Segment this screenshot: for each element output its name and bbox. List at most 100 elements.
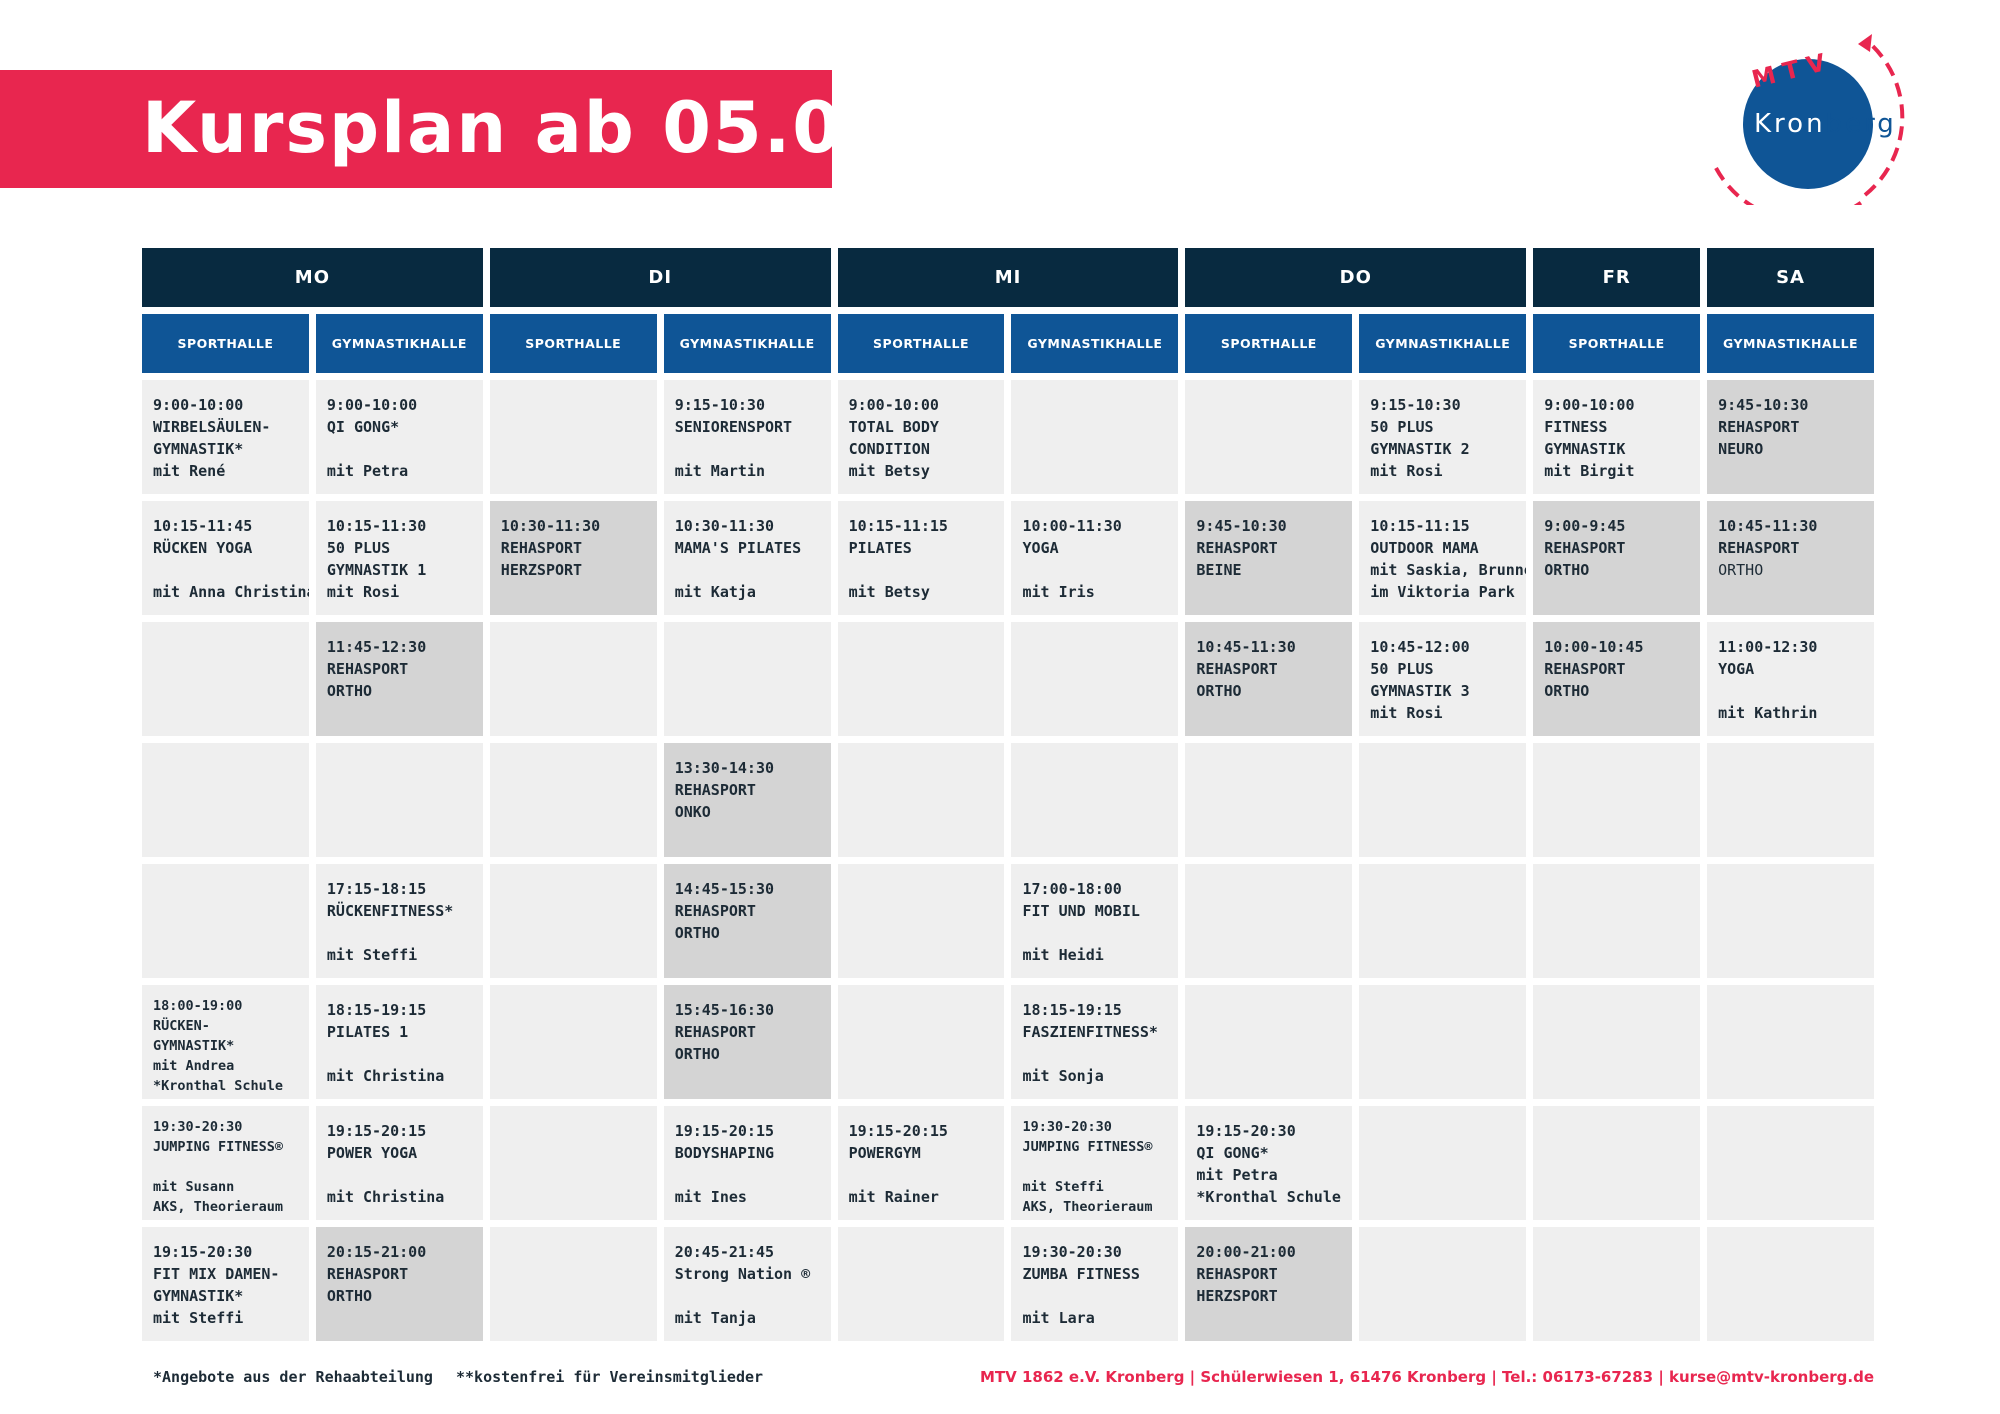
course-cell: 20:00-21:00 REHASPORT HERZSPORT — [1185, 1227, 1353, 1341]
course-cell: 13:30-14:30 REHASPORT ONKO — [663, 743, 831, 857]
course-line — [1022, 559, 1178, 581]
course-cell: 9:15-10:30 50 PLUS GYMNASTIK 2 mit Rosi — [1359, 380, 1527, 494]
course-line — [153, 1157, 309, 1177]
course-schedule-table: MO DI MI DO FR SA SPORTHALLE GYMNASTIKHALLE SPOR… — [142, 248, 1874, 1341]
course-line: mit Christina — [326, 1188, 445, 1206]
empty-cell — [663, 622, 831, 736]
course-cell: 9:45-10:30 REHASPORT BEINE — [1185, 501, 1353, 615]
course-line: 50 PLUS — [1370, 660, 1434, 678]
course-line: 11:45-12:30 — [326, 638, 427, 656]
course-line: 13:30-14:30 — [674, 759, 775, 777]
course-line: 19:30-20:30 — [1022, 1119, 1112, 1135]
empty-cell — [489, 1106, 657, 1220]
course-line: 20:15-21:00 — [326, 1243, 427, 1261]
course-line: RÜCKENFITNESS* — [326, 902, 454, 920]
course-line: 18:15-19:15 — [326, 1001, 427, 1019]
course-line: 20:45-21:45 — [674, 1243, 775, 1261]
course-cell: 18:00-19:00 RÜCKEN- GYMNASTIK* mit Andrea *K… — [142, 985, 309, 1099]
course-line: 19:15-20:15 — [848, 1122, 948, 1140]
course-line: GYMNASTIK* — [153, 1038, 235, 1054]
course-cell: 10:15-11:15 OUTDOOR MAMA mit Saskia, Brunn… — [1359, 501, 1527, 615]
course-line — [327, 438, 483, 460]
course-line: FITNESS — [1544, 418, 1608, 436]
footnote-reha: *Angebote aus der Rehaabteilung — [153, 1368, 433, 1386]
course-cell: 9:15-10:30 SENIORENSPORT mit Martin — [663, 380, 831, 494]
day-header-di: DI — [489, 248, 831, 307]
course-line: REHASPORT — [674, 1023, 756, 1041]
course-line: 10:45-12:00 — [1370, 638, 1470, 656]
empty-cell — [1707, 743, 1874, 857]
empty-cell — [1533, 1227, 1701, 1341]
course-line: POWERGYM — [848, 1144, 921, 1162]
course-line: FASZIENFITNESS* — [1022, 1023, 1158, 1041]
course-line: 9:15-10:30 — [1370, 396, 1461, 414]
course-line: 50 PLUS — [326, 539, 391, 557]
course-cell: 9:00-10:00 WIRBELSÄULEN- GYMNASTIK* mit Ren… — [142, 380, 309, 494]
course-line: mit Sonja — [1022, 1067, 1104, 1085]
course-line: REHASPORT — [674, 902, 756, 920]
course-cell: 10:30-11:30 REHASPORT HERZSPORT — [489, 501, 657, 615]
course-line: 9:00-10:00 — [1544, 396, 1635, 414]
empty-cell — [1185, 380, 1353, 494]
course-line: mit Rosi — [326, 583, 400, 601]
course-line: mit Steffi — [1022, 1179, 1104, 1195]
course-line — [675, 559, 831, 581]
course-line — [675, 438, 831, 460]
course-line — [1022, 1285, 1178, 1307]
empty-cell — [1359, 864, 1527, 978]
empty-cell — [142, 622, 309, 736]
course-line — [327, 1164, 483, 1186]
course-line: mit Tanja — [674, 1309, 756, 1327]
course-line: ORTHO — [674, 1045, 720, 1063]
course-line: 18:15-19:15 — [1022, 1001, 1122, 1019]
course-line: REHASPORT — [1544, 660, 1626, 678]
course-line: POWER YOGA — [326, 1144, 418, 1162]
course-line: QI GONG* — [326, 418, 400, 436]
course-line: 19:15-20:15 — [326, 1122, 427, 1140]
course-line: 9:00-10:00 — [326, 396, 418, 414]
course-line: BEINE — [1196, 561, 1242, 579]
course-line: SENIORENSPORT — [674, 418, 793, 436]
empty-cell — [489, 864, 657, 978]
course-line: HERZSPORT — [1196, 1287, 1278, 1305]
empty-cell — [837, 1227, 1005, 1341]
course-line: ORTHO — [326, 682, 373, 700]
course-cell: 19:30-20:30 ZUMBA FITNESS mit Lara — [1011, 1227, 1179, 1341]
empty-cell — [1185, 743, 1353, 857]
course-line: GYMNASTIK 1 — [326, 561, 427, 579]
course-cell: 20:45-21:45 Strong Nation ® mit Tanja — [663, 1227, 831, 1341]
empty-cell — [1707, 1227, 1874, 1341]
course-line: GYMNASTIK 2 — [1370, 440, 1470, 458]
footnote-free: **kostenfrei für Vereinsmitglieder — [456, 1368, 764, 1386]
logo-name-b: berg — [1826, 109, 1897, 139]
course-line — [1022, 1157, 1178, 1177]
course-line: REHASPORT — [326, 660, 409, 678]
course-line: GYMNASTIK — [1544, 440, 1626, 458]
course-line: AKS, Theorieraum — [153, 1199, 284, 1215]
svg-text:Kronberg: Kronberg — [1754, 109, 1897, 139]
course-cell: 19:15-20:30 FIT MIX DAMEN- GYMNASTIK* mit S… — [142, 1227, 309, 1341]
course-cell: 9:00-10:00 QI GONG* mit Petra — [315, 380, 483, 494]
course-line: mit Steffi — [326, 946, 418, 964]
course-line: mit Ines — [674, 1188, 747, 1206]
course-line: 10:30-11:30 — [500, 517, 601, 535]
hall-header: GYMNASTIKHALLE — [1011, 314, 1179, 373]
course-cell: 9:00-10:00 FITNESS GYMNASTIK mit Birgit — [1533, 380, 1701, 494]
course-line: mit Saskia, Brunnen — [1370, 561, 1527, 579]
course-cell: 10:00-10:45 REHASPORT ORTHO — [1533, 622, 1701, 736]
course-line: mit Martin — [674, 462, 765, 480]
course-line: NEURO — [1718, 440, 1764, 458]
empty-cell — [1185, 985, 1353, 1099]
course-cell: 15:45-16:30 REHASPORT ORTHO — [663, 985, 831, 1099]
course-line: mit Lara — [1022, 1309, 1095, 1327]
hall-header: GYMNASTIKHALLE — [1359, 314, 1527, 373]
course-line: ORTHO — [1196, 682, 1242, 700]
course-line: 19:30-20:30 — [153, 1119, 243, 1135]
course-cell: 19:15-20:15 BODYSHAPING mit Ines — [663, 1106, 831, 1220]
course-line: QI GONG* — [1196, 1144, 1269, 1162]
empty-cell — [142, 743, 309, 857]
empty-cell — [1533, 1106, 1701, 1220]
course-line — [1718, 680, 1874, 702]
course-line: mit Rosi — [1370, 704, 1443, 722]
empty-cell — [837, 622, 1005, 736]
